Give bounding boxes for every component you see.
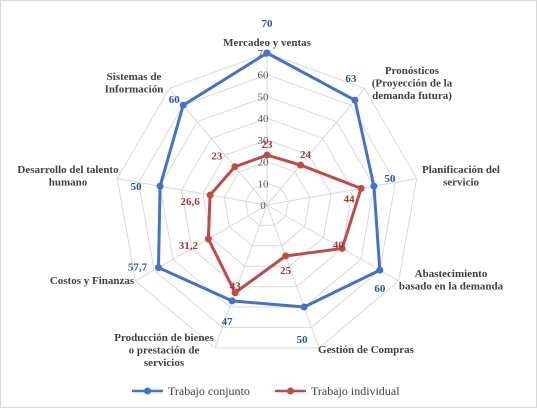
r-tick-label: 60: [258, 70, 270, 82]
data-point-trabajo-individual: [204, 235, 212, 243]
r-tick-label: 40: [258, 113, 270, 125]
r-tick-label: 50: [258, 91, 270, 103]
data-point-trabajo-conjunto: [300, 303, 308, 311]
grid-ring-70: [116, 52, 418, 349]
grid-ring-20: [223, 161, 311, 247]
data-label-trabajo-individual: 25: [280, 265, 292, 277]
data-point-trabajo-conjunto: [376, 266, 384, 274]
legend-item-trabajo-conjunto: Trabajo conjunto: [132, 384, 250, 398]
grid-ring-10: [245, 182, 289, 226]
data-label-trabajo-conjunto: 57,7: [128, 262, 148, 274]
series-lines: [154, 49, 384, 311]
data-point-trabajo-conjunto: [263, 49, 271, 57]
category-label-desarrollo-del-talento: Desarrollo del talento humano: [17, 164, 119, 189]
category-label-pronosticos: Pronósticos (Proyección de la demanda futu…: [372, 65, 453, 102]
grid-spoke: [266, 88, 366, 206]
data-point-trabajo-individual: [338, 244, 346, 252]
category-labels: Mercadeo y ventas Pronósticos (Proyección …: [17, 37, 503, 369]
legend-marker-trabajo-individual: [287, 387, 294, 395]
category-label-mercadeo-y-ventas: Mercadeo y ventas: [223, 37, 311, 49]
data-label-trabajo-individual: 24: [300, 149, 312, 161]
legend-marker-trabajo-conjunto: [144, 387, 151, 395]
grid-spoke: [266, 204, 399, 282]
data-label-trabajo-conjunto: 60: [374, 283, 386, 295]
data-point-trabajo-individual: [206, 191, 214, 199]
r-tick-label: 30: [258, 135, 270, 147]
data-point-trabajo-conjunto: [228, 297, 236, 305]
category-label-abastecimiento: Abastecimiento basado en la demanda: [399, 268, 504, 293]
grid-ring-40: [180, 117, 354, 288]
data-point-trabajo-individual: [282, 252, 290, 260]
data-label-trabajo-conjunto: 50: [131, 181, 143, 193]
legend-label-trabajo-conjunto: Trabajo conjunto: [168, 384, 250, 398]
data-point-trabajo-individual: [231, 289, 239, 297]
data-point-trabajo-individual: [263, 151, 271, 159]
data-label-trabajo-conjunto: 50: [297, 334, 309, 346]
series-line-trabajo-conjunto: [156, 51, 382, 309]
data-label-trabajo-individual: 23: [211, 151, 223, 163]
data-label-trabajo-conjunto: 47: [222, 316, 234, 328]
legend: Trabajo conjunto Trabajo individual: [132, 384, 400, 398]
r-tick-label: 0: [260, 200, 266, 212]
series-line-trabajo-individual: [206, 153, 363, 295]
r-tick-label: 10: [258, 178, 270, 190]
category-label-gestion-de-compras: Gestión de Compras: [318, 344, 415, 356]
data-point-trabajo-individual: [296, 161, 304, 169]
data-label-trabajo-conjunto: 63: [345, 73, 357, 85]
data-point-trabajo-conjunto: [179, 101, 187, 109]
grid-ring-30: [202, 139, 332, 267]
data-point-trabajo-conjunto: [156, 182, 164, 190]
data-label-trabajo-conjunto: 50: [384, 173, 396, 185]
data-label-trabajo-individual: 31,2: [179, 240, 199, 252]
data-label-trabajo-individual: 23: [262, 139, 274, 151]
category-label-costos-y-finanzas: Costos y Finanzas: [50, 275, 135, 287]
category-label-planificacion-del: Planificación del servicio: [422, 164, 500, 189]
legend-label-trabajo-individual: Trabajo individual: [311, 384, 400, 398]
data-point-trabajo-individual: [357, 184, 365, 192]
r-tick-label: 20: [258, 157, 270, 169]
data-label-trabajo-conjunto: 60: [169, 94, 181, 106]
data-labels: 70 63 50 60 50 47 57,7 50 60 23 24 44 40 25 43 31,2 26,6…: [128, 18, 396, 346]
grid-ring-50: [159, 95, 375, 308]
grid-spoke: [168, 88, 268, 206]
grid-spoke: [266, 178, 417, 206]
data-point-trabajo-conjunto: [351, 96, 359, 104]
data-label-trabajo-individual: 40: [333, 239, 345, 251]
data-point-trabajo-conjunto: [370, 182, 378, 190]
category-label-produccion-de-bienes: Producción de bienes o prestación de servi…: [114, 332, 214, 369]
grid-ring-60: [138, 74, 396, 328]
data-label-trabajo-conjunto: 70: [262, 18, 274, 30]
grid-spoke: [214, 204, 268, 349]
data-label-trabajo-individual: 43: [230, 281, 242, 293]
data-label-trabajo-individual: 26,6: [180, 196, 200, 208]
grid-spoke: [135, 204, 268, 282]
grid-spoke: [117, 178, 268, 206]
data-point-trabajo-individual: [231, 163, 239, 171]
category-label-sistemas-de: Sistemas de Información: [105, 71, 164, 96]
data-label-trabajo-individual: 44: [344, 193, 356, 205]
grid-spoke: [266, 204, 320, 349]
legend-item-trabajo-individual: Trabajo individual: [275, 384, 400, 398]
data-point-trabajo-conjunto: [154, 264, 162, 272]
